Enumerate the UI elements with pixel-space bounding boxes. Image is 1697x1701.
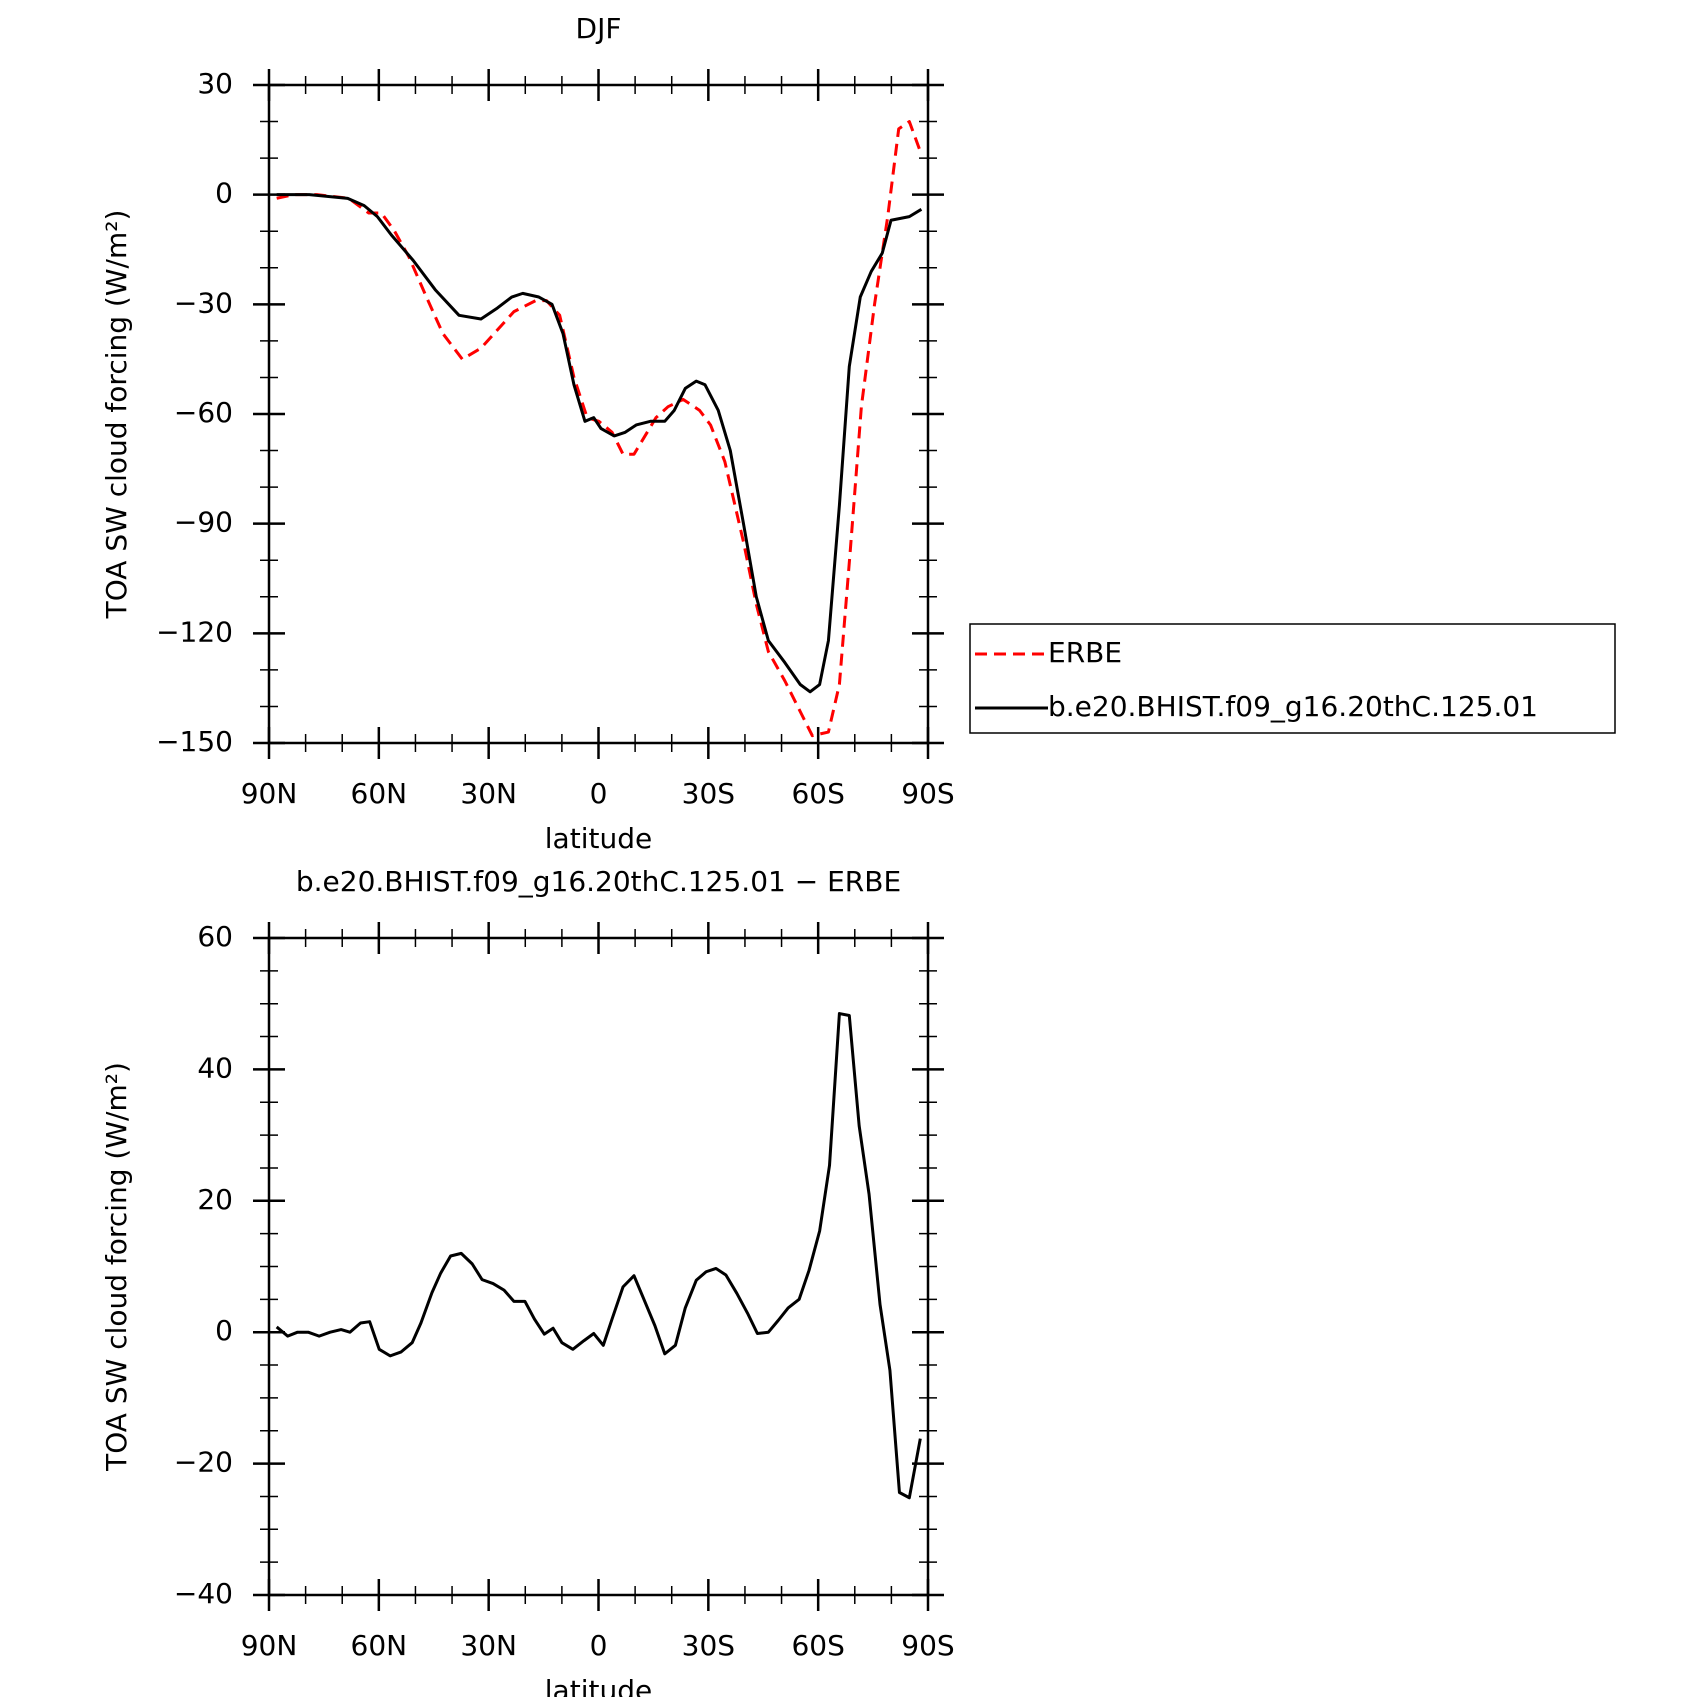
x-tick-label: 90S (901, 777, 954, 810)
x-tick-label: 60S (791, 777, 844, 810)
y-tick-label: 30 (197, 67, 233, 100)
x-tick-label: 60N (351, 1629, 408, 1662)
y-tick-label: 20 (197, 1183, 233, 1216)
x-axis-label: latitude (545, 1674, 652, 1697)
x-tick-label: 30N (460, 777, 517, 810)
x-tick-label: 0 (590, 1629, 608, 1662)
y-tick-label: −30 (174, 286, 233, 319)
y-axis-label: TOA SW cloud forcing (W/m²) (100, 210, 133, 620)
y-axis-label: TOA SW cloud forcing (W/m²) (100, 1062, 133, 1472)
y-tick-label: −40 (174, 1577, 233, 1610)
y-tick-label: −60 (174, 396, 233, 429)
y-tick-label: 0 (215, 177, 233, 210)
y-tick-label: 0 (215, 1314, 233, 1347)
y-tick-label: −90 (174, 506, 233, 539)
legend-label: b.e20.BHIST.f09_g16.20thC.125.01 (1048, 690, 1538, 723)
y-tick-label: 40 (197, 1051, 233, 1084)
data-line (276, 193, 923, 694)
x-tick-label: 90S (901, 1629, 954, 1662)
y-tick-label: −20 (174, 1446, 233, 1479)
y-tick-label: 60 (197, 920, 233, 953)
x-tick-label: 90N (241, 777, 298, 810)
chart-title: DJF (576, 12, 622, 45)
x-tick-label: 30S (682, 1629, 735, 1662)
data-line (275, 1012, 922, 1500)
data-line (276, 120, 923, 738)
y-tick-label: −150 (156, 725, 233, 758)
y-tick-label: −120 (156, 615, 233, 648)
plot-frame (267, 83, 930, 745)
x-axis-label: latitude (545, 822, 652, 855)
chart-title: b.e20.BHIST.f09_g16.20thC.125.01 − ERBE (296, 865, 901, 898)
legend-box (969, 623, 1616, 734)
legend-label: ERBE (1048, 636, 1122, 669)
x-tick-label: 30N (460, 1629, 517, 1662)
x-tick-label: 90N (241, 1629, 298, 1662)
x-tick-label: 60S (791, 1629, 844, 1662)
plot-frame (267, 936, 930, 1597)
x-tick-label: 30S (682, 777, 735, 810)
x-tick-label: 60N (351, 777, 408, 810)
x-tick-label: 0 (590, 777, 608, 810)
